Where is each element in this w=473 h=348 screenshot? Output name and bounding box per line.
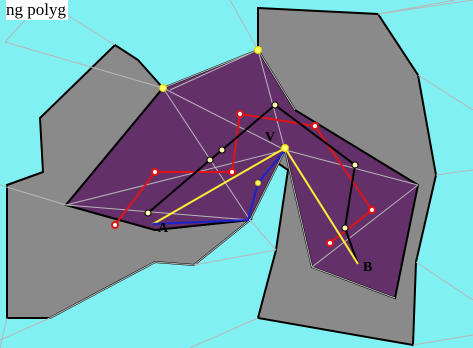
yellow-vertices — [159, 46, 289, 186]
blue-path — [152, 149, 286, 225]
red-path-nodes — [111, 110, 376, 247]
label-v: V — [265, 130, 275, 145]
label-b: B — [363, 260, 372, 275]
label-a: A — [158, 221, 169, 236]
black-path-nodes — [144, 101, 359, 232]
caption-text: ng polyg — [6, 0, 68, 20]
